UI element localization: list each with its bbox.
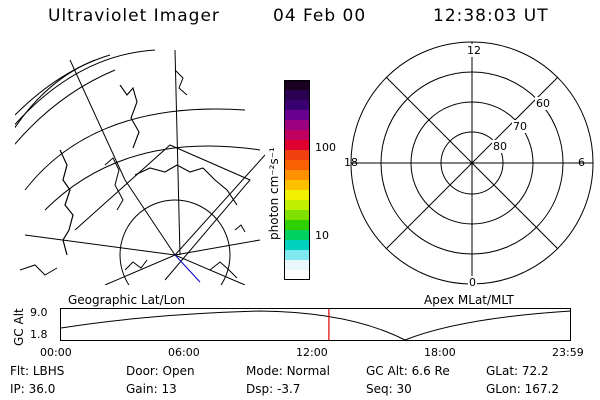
left-map-caption: Geographic Lat/Lon <box>68 293 186 307</box>
param-gc-alt: GC Alt: 6.6 Re <box>366 364 450 378</box>
date-label: 04 Feb 00 <box>273 6 367 26</box>
timeline-y-tick-low: 1.8 <box>30 328 48 341</box>
param-dsp: Dsp: -3.7 <box>246 382 301 396</box>
colorbar-segment <box>284 180 310 191</box>
colorbar-segment <box>284 90 310 101</box>
geographic-map <box>15 49 265 285</box>
colorbar-segment <box>284 120 310 131</box>
param-mode: Mode: Normal <box>246 364 330 378</box>
param-door: Door: Open <box>126 364 195 378</box>
colorbar-segment <box>284 110 310 121</box>
colorbar-segment <box>284 150 310 161</box>
param-ip: IP: 36.0 <box>10 382 56 396</box>
colorbar-tick-10: 10 <box>315 229 329 242</box>
colorbar-segment <box>284 160 310 171</box>
timeline-x-tick-1200: 12:00 <box>296 346 328 359</box>
colorbar-segment <box>284 200 310 211</box>
colorbar-segment <box>284 220 310 231</box>
colorbar-segment <box>284 240 310 251</box>
orbit-altitude-curve <box>60 310 572 341</box>
param-flt: Flt: LBHS <box>10 364 65 378</box>
param-glat: GLat: 72.2 <box>486 364 549 378</box>
timeline-x-tick-1800: 18:00 <box>424 346 456 359</box>
right-map-caption: Apex MLat/MLT <box>424 293 514 307</box>
timeline-x-tick-0000: 00:00 <box>40 346 72 359</box>
mlat-label-60: 60 <box>535 97 551 110</box>
app-title: Ultraviolet Imager <box>48 6 220 26</box>
mlt-label-12: 12 <box>466 44 482 57</box>
colorbar-segment <box>284 140 310 151</box>
colorbar-frame <box>284 80 310 280</box>
timeline-y-tick-high: 9.0 <box>30 306 48 319</box>
colorbar-segment <box>284 270 310 280</box>
colorbar-segment <box>284 100 310 111</box>
timeline-x-tick-0600: 06:00 <box>168 346 200 359</box>
colorbar-segment <box>284 260 310 271</box>
colorbar-segment <box>284 230 310 241</box>
param-glon: GLon: 167.2 <box>486 382 559 396</box>
time-label: 12:38:03 UT <box>433 6 549 26</box>
colorbar-segment <box>284 130 310 141</box>
timeline-axis-label: GC Alt <box>12 308 26 346</box>
color-scale-bar <box>284 80 310 280</box>
colorbar-segment <box>284 170 310 181</box>
mlat-label-80: 80 <box>492 140 508 153</box>
magnetic-polar-grid <box>350 41 594 285</box>
mlt-axis-diagonal-2 <box>385 76 559 250</box>
colorbar-unit-label: photon cm⁻²s⁻¹ <box>267 147 281 240</box>
colorbar-segment <box>284 190 310 201</box>
timeline-x-tick-2359: 23:59 <box>552 346 584 359</box>
colorbar-segment <box>284 250 310 261</box>
orbit-altitude-timeline <box>60 308 572 341</box>
mlt-label-6: 6 <box>578 156 585 169</box>
param-gain: Gain: 13 <box>126 382 177 396</box>
param-seq: Seq: 30 <box>366 382 412 396</box>
colorbar-segment <box>284 80 310 91</box>
colorbar-tick-100: 100 <box>315 141 336 154</box>
colorbar-segment <box>284 210 310 221</box>
mlt-label-18: 18 <box>344 156 358 169</box>
mlat-label-70: 70 <box>512 120 528 133</box>
mlt-label-0: 0 <box>468 276 477 289</box>
